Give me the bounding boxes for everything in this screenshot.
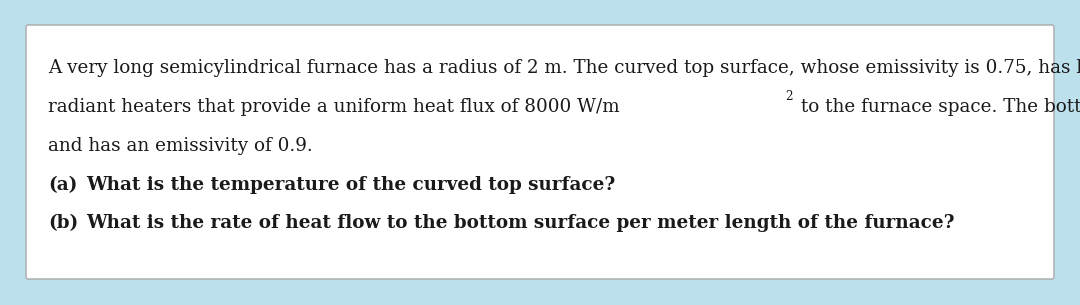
Text: What is the temperature of the curved top surface?: What is the temperature of the curved to… (86, 176, 616, 194)
Text: radiant heaters that provide a uniform heat flux of 8000 W/m: radiant heaters that provide a uniform h… (48, 98, 620, 116)
Text: 2: 2 (785, 90, 793, 103)
Text: (b): (b) (48, 214, 78, 232)
Text: A very long semicylindrical furnace has a radius of 2 m. The curved top surface,: A very long semicylindrical furnace has … (48, 59, 1080, 77)
Text: What is the rate of heat flow to the bottom surface per meter length of the furn: What is the rate of heat flow to the bot… (86, 214, 955, 232)
Text: and has an emissivity of 0.9.: and has an emissivity of 0.9. (48, 137, 313, 155)
Text: to the furnace space. The bottom surface is at 150 C: to the furnace space. The bottom surface… (795, 98, 1080, 116)
Text: (a): (a) (48, 176, 78, 194)
FancyBboxPatch shape (26, 25, 1054, 279)
